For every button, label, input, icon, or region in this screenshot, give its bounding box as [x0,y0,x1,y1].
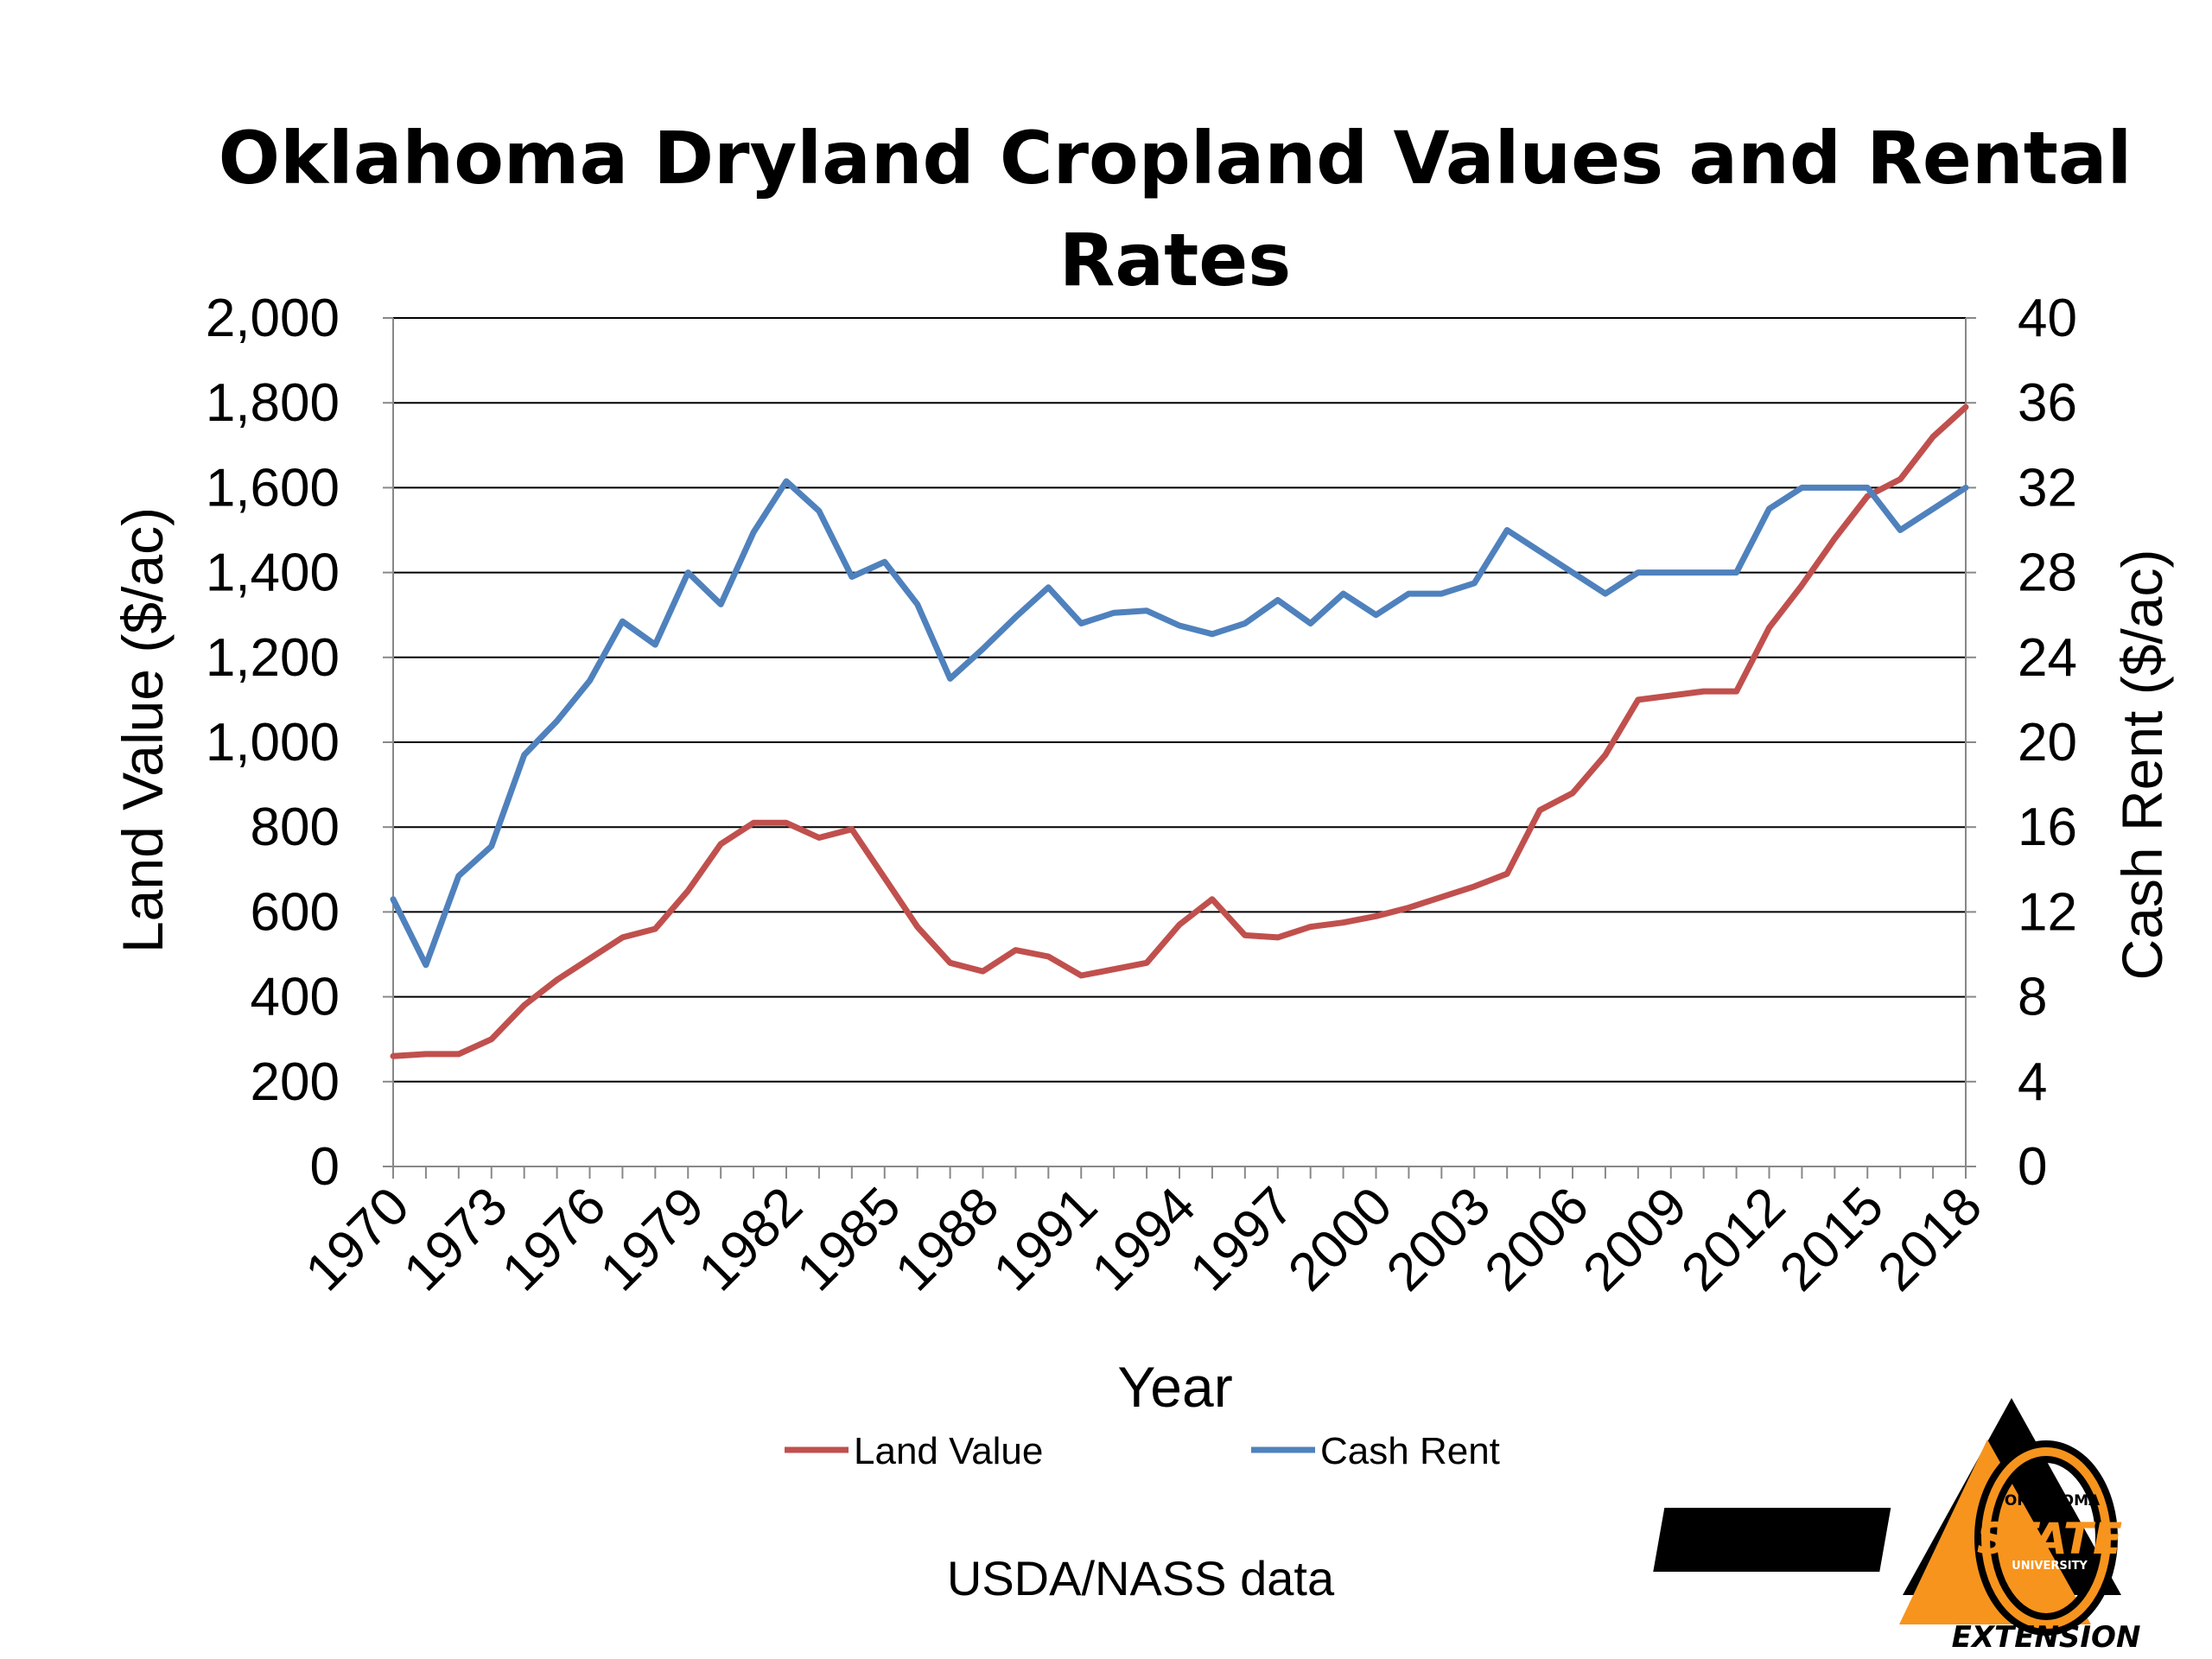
left-tick-label: 1,200 [206,628,340,688]
right-tick-label: 4 [2018,1052,2047,1112]
left-tick-label: 1,800 [206,373,340,433]
left-tick-label: 2,000 [206,289,340,348]
x-tick-label: 2015 [1769,1176,1895,1302]
x-axis-title: Year [1117,1355,1232,1419]
x-tick-label: 1976 [491,1176,617,1302]
right-tick-label: 12 [2018,882,2077,942]
right-tick-label: 16 [2018,798,2077,857]
chart-title-line1: Oklahoma Dryland Cropland Values and Ren… [219,116,2133,200]
logo-line2: STATE [1977,1514,2122,1564]
legend-label-cash-rent: Cash Rent [1320,1430,1500,1472]
right-tick-label: 20 [2018,713,2077,772]
right-axis-title: Cash Rent ($/ac) [2110,550,2174,981]
left-axis-ticks: 0 200 400 600 800 1,000 1,200 1,400 1,600 1,800 2,… [206,289,340,1197]
series-lines [390,404,1969,1059]
chart-title-line2: Rates [1059,218,1292,302]
left-axis-title: Land Value ($/ac) [111,507,175,953]
logo-line4: EXTENSION [1952,1620,2141,1655]
logo-ring-inner [1981,1447,2111,1629]
x-tick-label: 2009 [1572,1176,1698,1302]
right-tick-label: 8 [2018,968,2047,1027]
left-tick-label: 1,600 [206,458,340,518]
x-tick-label: 1982 [688,1176,814,1302]
logo-line3: UNIVERSITY [2012,1560,2088,1573]
left-tick-label: 400 [251,968,340,1027]
left-tick-label: 600 [251,882,340,942]
gridlines [393,317,1966,1083]
right-tick-label: 0 [2018,1137,2047,1197]
x-tick-label: 1991 [982,1176,1109,1302]
x-tick-label: 2000 [1277,1176,1403,1302]
right-axis-ticks: 0 4 8 12 16 20 24 28 32 36 40 [2018,289,2077,1197]
right-tick-label: 24 [2018,628,2077,688]
left-tick-label: 1,400 [206,543,340,603]
x-tick-label: 2003 [1376,1176,1502,1302]
x-tick-label: 1997 [1179,1176,1305,1302]
left-tick-label: 200 [251,1052,340,1112]
right-tick-label: 36 [2018,373,2077,433]
left-tick-label: 800 [251,798,340,857]
series-line-cash-rent [390,478,1969,969]
legend: Land Value Cash Rent [785,1430,1500,1472]
logo-line1: OKLAHOMA [2005,1492,2101,1510]
x-tick-label: 2012 [1670,1176,1796,1302]
x-axis-ticks: 1970197319761979198219851988199119941997… [295,1176,1993,1302]
logo-banner [1653,1508,1891,1572]
right-tick-label: 40 [2018,289,2077,348]
x-tick-label: 1973 [392,1176,518,1302]
x-tick-label: 1988 [884,1176,1010,1302]
right-tick-label: 32 [2018,458,2077,518]
x-tick-label: 1985 [785,1176,912,1302]
right-tick-label: 28 [2018,543,2077,603]
left-tick-label: 1,000 [206,713,340,772]
legend-label-land-value: Land Value [854,1430,1043,1472]
axes [383,317,1976,1179]
osu-extension-logo: OKLAHOMA STATE UNIVERSITY EXTENSION [1653,1398,2140,1655]
source-note: USDA/NASS data [947,1551,1335,1605]
x-tick-label: 1994 [1081,1176,1207,1302]
x-tick-label: 1979 [589,1176,715,1302]
left-tick-label: 0 [310,1137,340,1197]
series-line-land-value [390,404,1969,1059]
x-tick-label: 2018 [1867,1176,1993,1302]
x-tick-label: 2006 [1474,1176,1600,1302]
